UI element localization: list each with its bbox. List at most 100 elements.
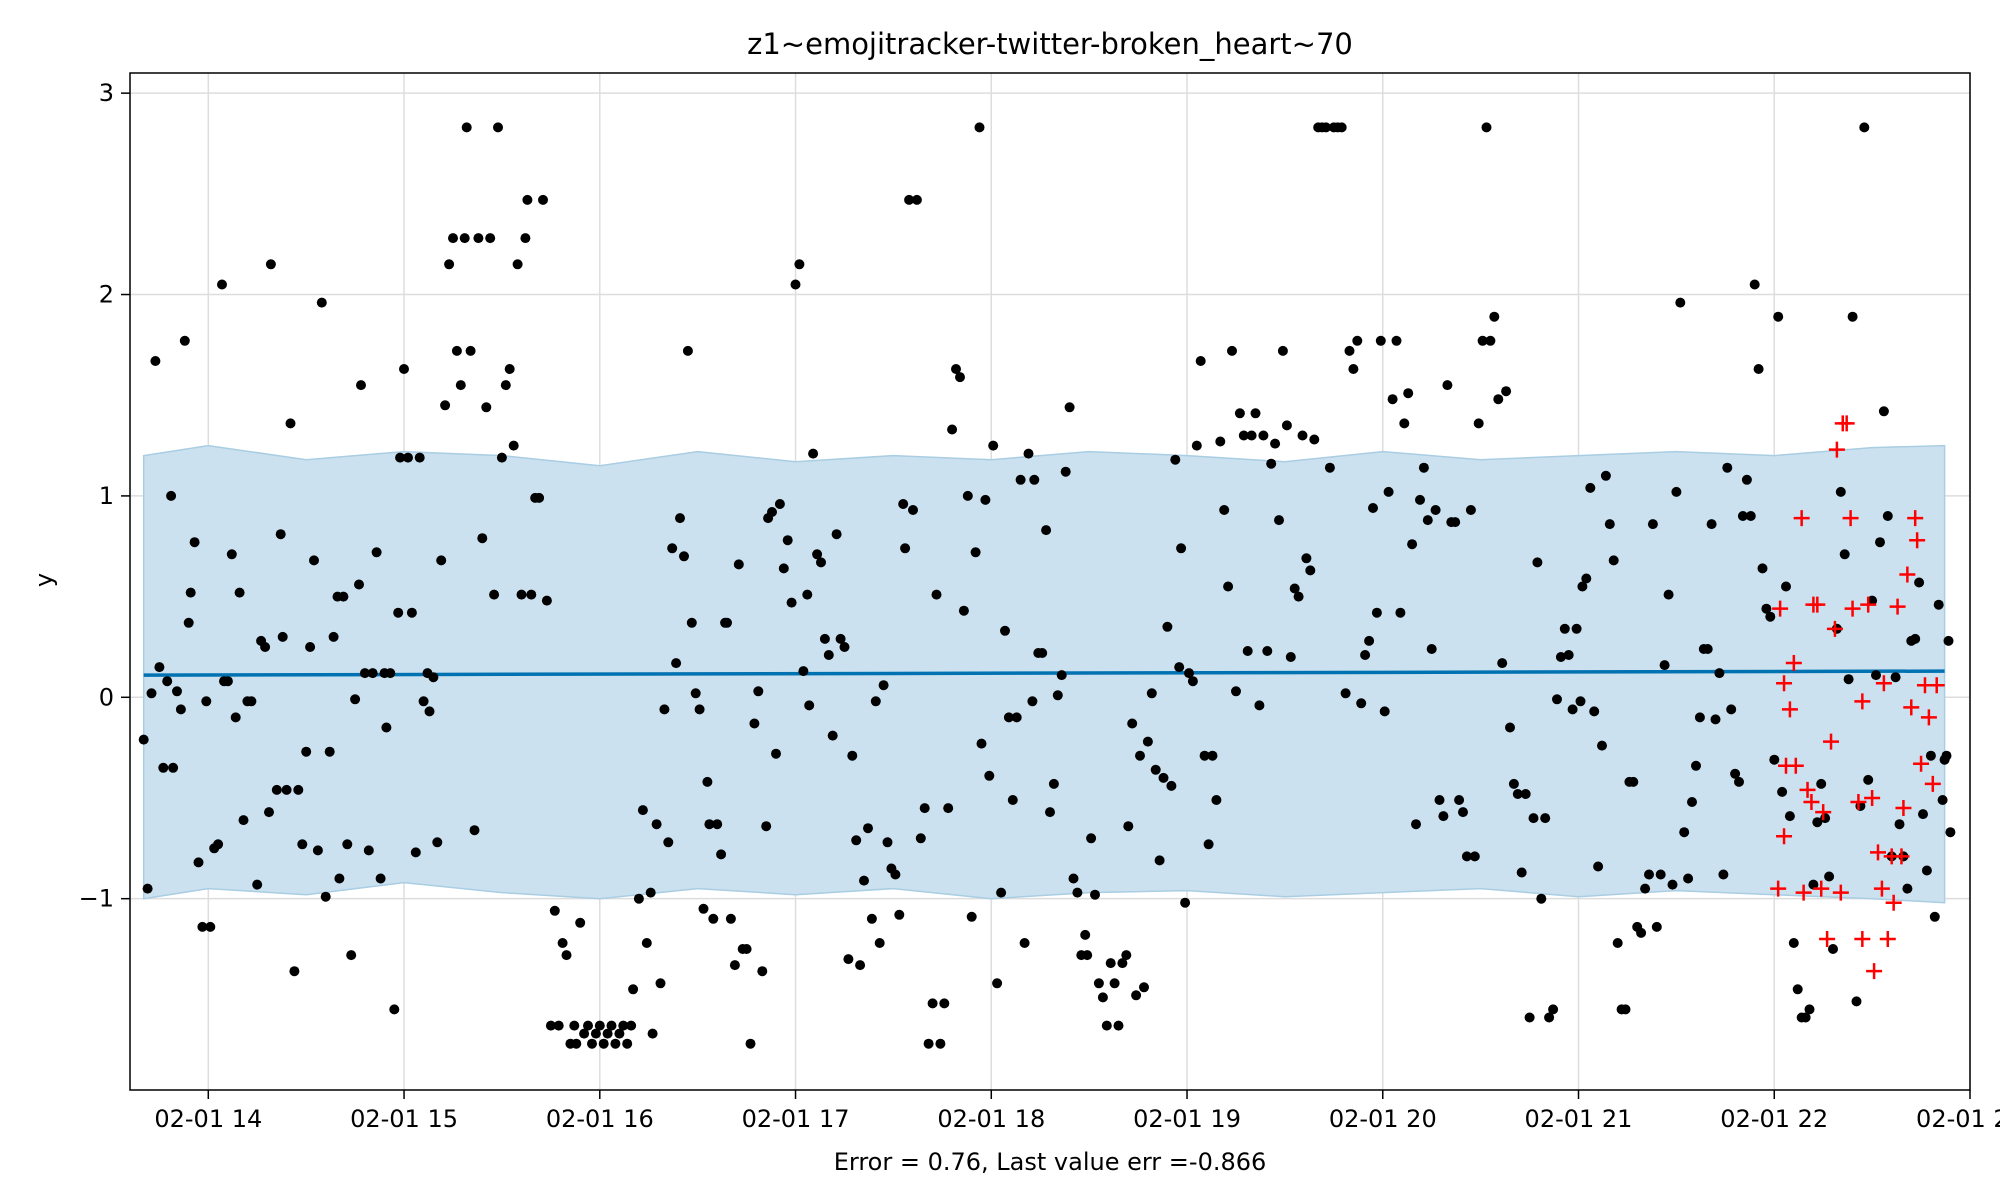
observed-point <box>1254 700 1265 711</box>
observed-point <box>346 950 357 961</box>
observed-point <box>461 122 472 133</box>
observed-point <box>238 815 249 826</box>
observed-point <box>324 746 335 757</box>
observed-point <box>1726 704 1737 715</box>
observed-point <box>1403 388 1414 399</box>
observed-point <box>1581 573 1592 584</box>
observed-point <box>222 676 233 687</box>
observed-point <box>444 259 455 270</box>
plot-frame <box>129 72 1971 1091</box>
observed-point <box>410 847 421 858</box>
observed-point <box>682 345 693 356</box>
observed-point <box>406 607 417 618</box>
observed-point <box>1166 780 1177 791</box>
observed-point <box>146 688 157 699</box>
observed-point <box>281 784 292 795</box>
observed-point <box>702 776 713 787</box>
observed-point <box>712 819 723 830</box>
observed-point <box>1781 581 1791 592</box>
observed-point <box>970 547 981 558</box>
x-tick-label: 02-01 14 <box>154 1105 262 1133</box>
observed-point <box>804 700 815 711</box>
forecast-point <box>1879 930 1896 947</box>
observed-point <box>610 1038 621 1049</box>
trend-line-layer <box>143 669 1945 677</box>
observed-point <box>1399 418 1410 429</box>
forecast-point <box>1899 566 1916 583</box>
observed-point <box>659 704 670 715</box>
observed-point <box>1056 670 1067 681</box>
observed-point <box>1918 809 1928 820</box>
observed-point <box>827 730 838 741</box>
observed-points-layer <box>138 122 1956 1049</box>
observed-point <box>1937 795 1948 805</box>
observed-point <box>389 1004 400 1015</box>
forecast-point <box>1844 600 1861 617</box>
observed-point <box>1041 525 1052 536</box>
observed-point <box>371 547 382 558</box>
y-tick-label: 2 <box>99 281 114 309</box>
observed-point <box>958 605 969 616</box>
observed-point <box>855 960 866 971</box>
y-tick-label: −1 <box>79 885 114 913</box>
observed-point <box>440 400 451 411</box>
observed-point <box>1293 591 1304 602</box>
observed-point <box>1867 595 1878 606</box>
observed-point <box>399 364 409 374</box>
observed-point <box>142 883 153 894</box>
observed-point <box>451 345 462 356</box>
observed-point <box>1418 462 1429 473</box>
observed-point <box>839 642 850 652</box>
forecast-point <box>1924 775 1941 792</box>
observed-point <box>1608 555 1619 566</box>
observed-point <box>1604 519 1615 530</box>
observed-point <box>890 869 901 880</box>
observed-point <box>1180 897 1191 908</box>
observed-point <box>189 537 200 548</box>
observed-point <box>863 823 873 834</box>
observed-point <box>992 978 1003 989</box>
y-axis-label: y <box>30 573 58 587</box>
observed-point <box>1612 938 1623 948</box>
observed-point <box>1340 688 1351 699</box>
observed-point <box>1262 646 1273 656</box>
forecast-point <box>1826 620 1843 637</box>
observed-point <box>485 233 496 244</box>
observed-point <box>183 617 194 628</box>
observed-point <box>275 529 286 540</box>
observed-point <box>1679 827 1690 838</box>
observed-point <box>297 839 308 850</box>
observed-point <box>1628 776 1639 787</box>
observed-point <box>545 1020 556 1031</box>
observed-point <box>1086 833 1097 844</box>
observed-point <box>1749 279 1760 290</box>
observed-point <box>1910 633 1921 644</box>
observed-point <box>1064 402 1075 413</box>
observed-point <box>851 835 862 846</box>
forecast-point <box>1907 510 1924 527</box>
forecast-point <box>1860 596 1877 613</box>
observed-point <box>1434 795 1445 805</box>
observed-point <box>980 494 991 505</box>
observed-point <box>1567 704 1578 715</box>
observed-point <box>1176 543 1187 554</box>
observed-point <box>1532 557 1543 568</box>
observed-point <box>1734 776 1744 787</box>
observed-point <box>508 440 519 451</box>
observed-point <box>179 335 190 346</box>
observed-point <box>1411 819 1421 830</box>
observed-point <box>1667 879 1678 890</box>
observed-point <box>477 533 488 544</box>
forecast-point <box>1889 598 1906 615</box>
observed-point <box>1352 335 1363 346</box>
observed-point <box>549 905 560 916</box>
observed-point <box>633 893 644 904</box>
observed-point <box>1847 311 1858 322</box>
observed-point <box>1442 380 1453 391</box>
observed-point <box>859 875 869 886</box>
forecast-point <box>1819 930 1836 947</box>
observed-point <box>1548 1004 1559 1015</box>
observed-point <box>403 452 413 463</box>
observed-point <box>1000 625 1010 636</box>
observed-point <box>1585 482 1596 493</box>
